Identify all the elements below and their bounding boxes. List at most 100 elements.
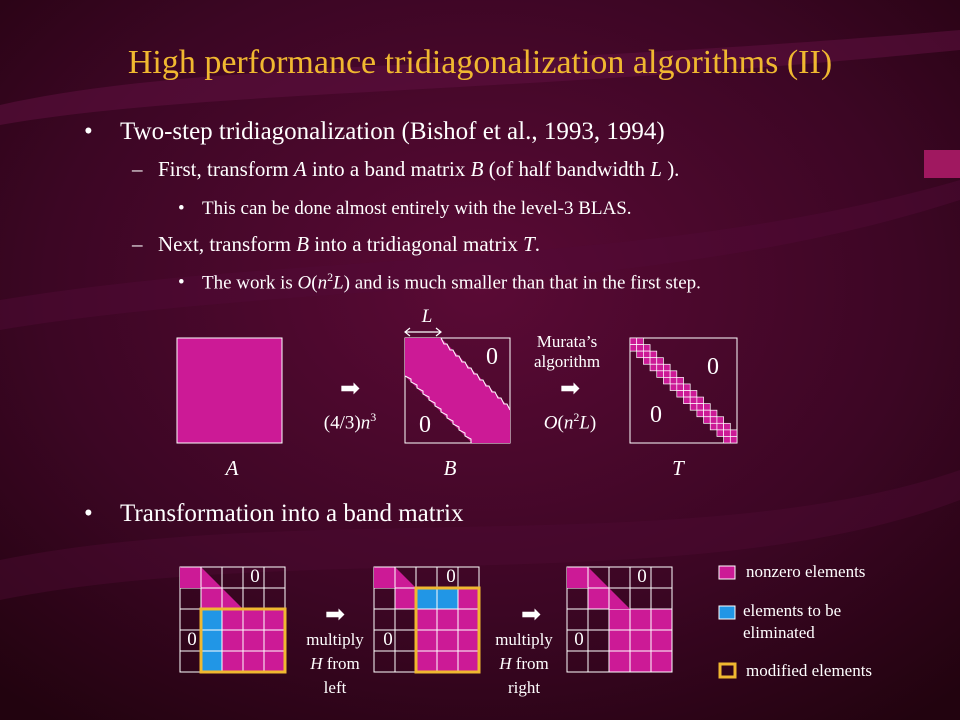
grid-cell	[650, 629, 673, 652]
symbol-L: L	[333, 272, 344, 294]
tridiag-cell	[729, 436, 738, 444]
text-segment: )	[589, 412, 597, 434]
grid-cell	[608, 566, 631, 589]
eliminate-cell	[415, 587, 438, 610]
grid-cell	[373, 608, 396, 631]
grid-cell	[650, 650, 673, 673]
grid-cell	[242, 629, 265, 652]
zero-upper-B: 0	[486, 344, 498, 370]
arrow-icon: ➡	[559, 376, 581, 402]
grid-cell	[650, 566, 673, 589]
zero-grid3-lower: 0	[574, 629, 584, 650]
band-triangle	[588, 567, 609, 588]
symbol-n: n	[360, 412, 371, 434]
text-segment: ).	[661, 157, 680, 181]
band-cell	[394, 587, 417, 610]
eliminate-cell	[200, 608, 223, 631]
legend-eliminated-line1: elements to be	[743, 601, 842, 620]
band-triangle	[567, 567, 588, 588]
grid-cell	[221, 650, 244, 673]
superscript: 3	[370, 410, 377, 424]
grid-cell	[650, 608, 673, 631]
murata-label-line1: Murata’s	[536, 332, 598, 351]
grid-cell	[608, 629, 631, 652]
symbol-n: n	[317, 272, 328, 294]
grid-cell	[221, 629, 244, 652]
grid-cell	[373, 587, 396, 610]
subbullet-first-transform: – First, transform A into a band matrix B…	[132, 157, 679, 182]
text-segment: The work is	[202, 272, 298, 294]
step2-line2: H from	[474, 654, 574, 674]
grid-cell	[436, 608, 459, 631]
grid-cell	[415, 650, 438, 673]
subsubbullet-blas: • This can be done almost entirely with t…	[178, 198, 632, 220]
superscript: 2	[573, 410, 580, 424]
band-triangle	[395, 567, 416, 588]
grid-cell	[242, 608, 265, 631]
matrix-A	[176, 337, 283, 444]
grid-cell	[263, 650, 286, 673]
step1-line2: H from	[285, 654, 385, 674]
symbol-O: O	[543, 412, 558, 434]
symbol-L: L	[579, 412, 590, 434]
grid-cell	[587, 650, 610, 673]
label-T: T	[672, 456, 684, 480]
symbol-T: T	[523, 232, 535, 256]
grid-cell	[608, 650, 631, 673]
grid-cell	[436, 650, 459, 673]
grid-cell	[242, 587, 265, 610]
bullet-text: This can be done almost entirely with th…	[202, 198, 632, 219]
band-triangle	[609, 588, 630, 609]
band-cell	[587, 587, 610, 610]
zero-upper-T: 0	[707, 354, 719, 380]
text-segment: First, transform	[158, 157, 294, 181]
text-segment: from	[511, 654, 549, 673]
band-triangle	[180, 567, 201, 588]
grid-cell	[263, 629, 286, 652]
arrow-icon: ➡	[339, 376, 361, 402]
step1-line1: multiply	[306, 630, 364, 649]
grid-cell	[394, 608, 417, 631]
bullet-text: Two-step tridiagonalization (Bishof et a…	[120, 118, 665, 145]
grid-cell	[566, 587, 589, 610]
band-cell	[200, 587, 223, 610]
zero-grid2-lower: 0	[383, 629, 393, 650]
grid-cell	[608, 608, 631, 631]
zero-grid1: 0	[250, 566, 260, 587]
grid-cell	[587, 608, 610, 631]
symbol-B: B	[296, 232, 310, 256]
murata-label-line2: algorithm	[533, 352, 601, 371]
band-triangle	[374, 567, 395, 588]
cost-second-step: O(n2L)	[520, 410, 620, 434]
legend-swatch-modified	[718, 662, 737, 679]
grid-cell	[436, 629, 459, 652]
grid-cell	[263, 608, 286, 631]
grid-cell	[587, 629, 610, 652]
symbol-A: A	[293, 157, 307, 181]
zero-lower-B: 0	[419, 412, 431, 438]
symbol-H: H	[310, 654, 323, 673]
label-A: A	[225, 456, 239, 480]
grid-cell	[629, 587, 652, 610]
bullet-marker: •	[84, 118, 93, 145]
zero-lower-T: 0	[650, 402, 662, 428]
symbol-L: L	[650, 157, 662, 181]
legend-nonzero: nonzero elements	[746, 562, 866, 581]
arrow-icon: ➡	[324, 602, 346, 628]
block-matrix-1	[179, 566, 287, 674]
side-decoration	[924, 150, 960, 178]
modified-block	[414, 586, 481, 674]
grid-cell	[179, 587, 202, 610]
grid-cell	[179, 650, 202, 673]
step2-line1: multiply	[495, 630, 553, 649]
matrix-B	[404, 337, 511, 444]
dash-marker: –	[132, 232, 143, 256]
grid-cell	[457, 587, 480, 610]
grid-cell	[179, 608, 202, 631]
band-triangle	[201, 567, 222, 588]
eliminate-cell	[436, 587, 459, 610]
grid-cell	[415, 566, 438, 589]
slide-title: High performance tridiagonalization algo…	[127, 44, 833, 81]
